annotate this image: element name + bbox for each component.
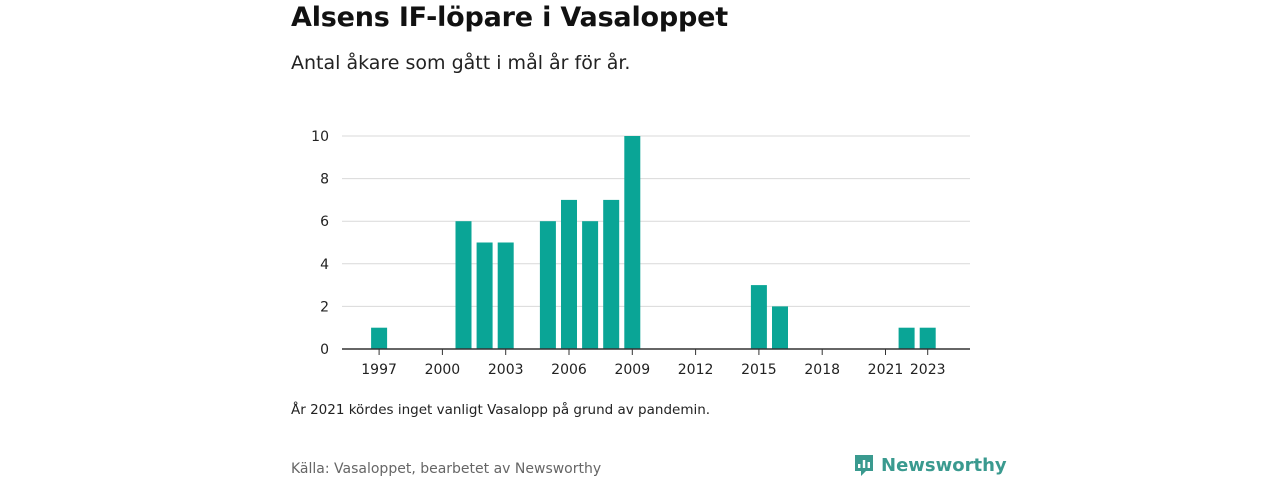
x-tick-label: 2021 (868, 362, 904, 378)
bars (371, 136, 936, 349)
brand-name: Newsworthy (881, 454, 1007, 476)
bar-2016 (772, 306, 788, 349)
bar-2005 (539, 221, 556, 349)
axes: 0 2 4 6 8 10 1997 2000 2003 2006 2009 2012 2015 2018 2… (311, 129, 970, 378)
x-tick-label: 2006 (551, 362, 587, 378)
y-tick-label: 2 (320, 299, 329, 315)
bar-2006 (561, 199, 577, 349)
newsworthy-logo-icon (855, 455, 873, 476)
x-tick-label: 2018 (804, 362, 840, 378)
x-tick-label: 2012 (678, 362, 714, 378)
bar-2008 (603, 199, 620, 349)
y-tick-label: 4 (320, 257, 329, 273)
chart-footnote: År 2021 kördes inget vanligt Vasalopp på… (291, 402, 711, 418)
x-tick-label: 1997 (361, 362, 397, 378)
y-tick-label: 10 (311, 129, 329, 145)
chart-subtitle: Antal åkare som gått i mål år för år. (291, 52, 631, 74)
x-tick-label: 2009 (614, 362, 650, 378)
source-credit: Källa: Vasaloppet, bearbetet av Newswort… (291, 461, 602, 477)
gridlines (342, 135, 970, 307)
bar-2022 (898, 327, 915, 349)
bar-2007 (582, 221, 599, 349)
x-tick-label: 2015 (741, 362, 777, 378)
y-tick-label: 0 (320, 342, 329, 358)
bar-2023 (919, 327, 936, 349)
x-tick-label: 2000 (425, 362, 461, 378)
bar-chart: 0 2 4 6 8 10 1997 2000 2003 2006 2009 2012 2015 2018 2… (311, 129, 970, 378)
bar-1997 (371, 327, 388, 349)
bar-2001 (455, 221, 472, 349)
x-tick-label: 2023 (910, 362, 946, 378)
chart-title: Alsens IF-löpare i Vasaloppet (291, 2, 728, 33)
y-tick-label: 6 (320, 214, 329, 230)
bar-2009 (624, 136, 641, 349)
brand-logo[interactable]: Newsworthy (853, 453, 1007, 477)
bar-2002 (476, 242, 493, 349)
y-tick-label: 8 (320, 172, 329, 188)
x-tick-label: 2003 (488, 362, 524, 378)
bar-2015 (750, 285, 767, 349)
bar-2003 (497, 242, 514, 349)
